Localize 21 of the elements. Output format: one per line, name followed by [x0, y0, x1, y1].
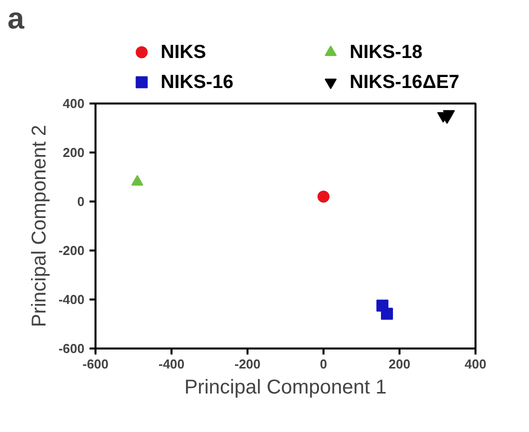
x-tick-label: 400 [464, 356, 486, 372]
y-tick-label: -600 [58, 341, 85, 356]
x-axis-title: Principal Component 1 [184, 376, 387, 398]
legend-label: NIKS-18 [350, 42, 422, 63]
legend-label: NIKS-16 [160, 72, 234, 93]
y-axis-title: Principal Component 2 [28, 124, 50, 328]
point [380, 308, 393, 320]
text: a [8, 2, 24, 36]
x-tick-label: 200 [388, 356, 410, 372]
y-tick-label: -400 [58, 292, 85, 307]
y-tick-label: 200 [62, 145, 85, 160]
legend-label: NIKS [160, 42, 206, 63]
x-tick-label: -600 [82, 356, 109, 372]
x-tick-label: -400 [158, 356, 185, 372]
y-tick-label: 0 [77, 194, 85, 209]
x-tick-label: -200 [234, 356, 261, 372]
legend-label: NIKS-16ΔE7 [350, 72, 460, 93]
y-tick-label: -200 [58, 243, 85, 258]
y-tick-label: 400 [62, 96, 85, 111]
point [318, 190, 330, 203]
x-tick-label: 0 [320, 356, 328, 372]
